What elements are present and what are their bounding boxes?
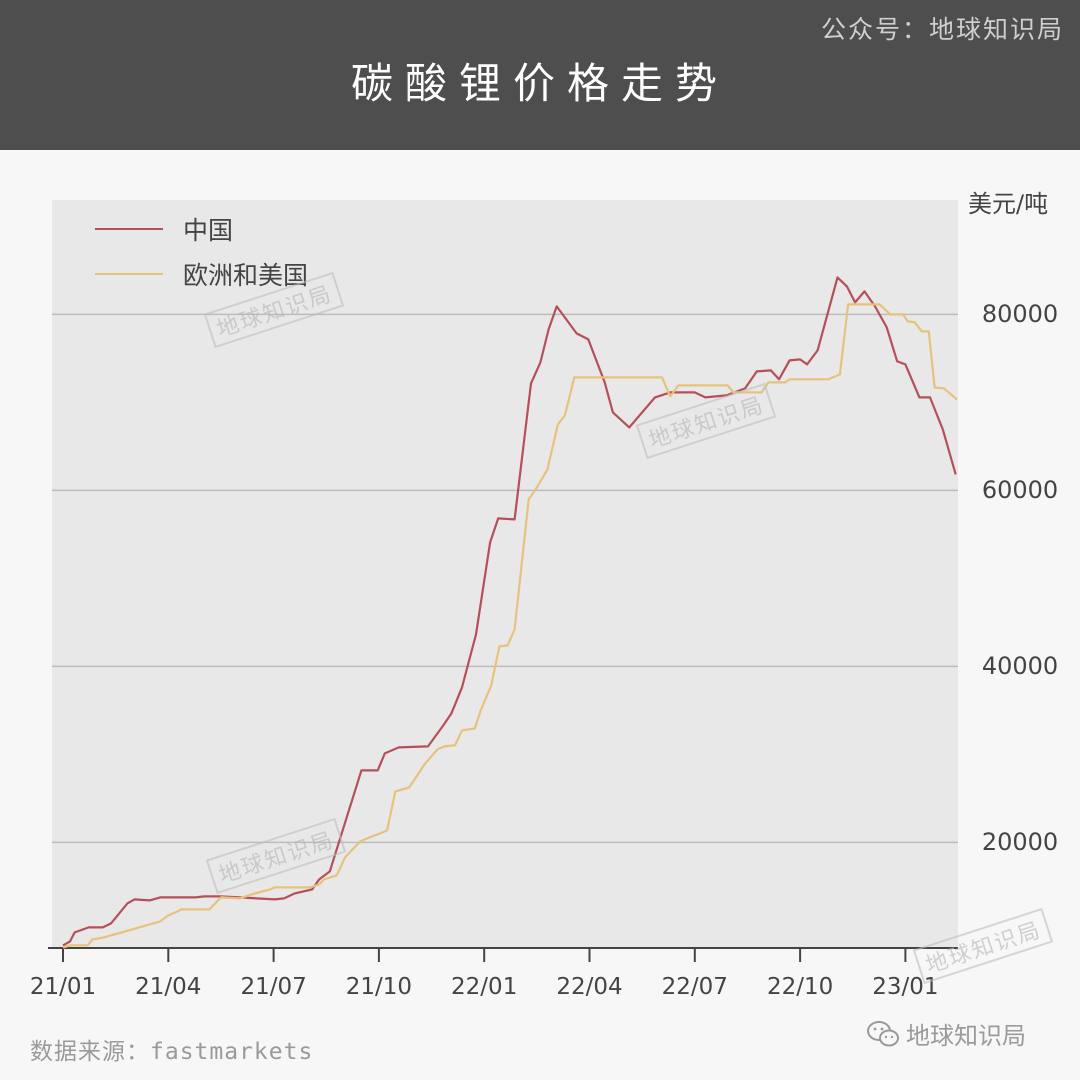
brand-name: 地球知识局 (906, 1022, 1026, 1050)
account-label: 公众号：地球知识局 (820, 15, 1064, 44)
y-tick-label: 20000 (981, 828, 1059, 857)
x-tick-label: 21/10 (345, 974, 413, 1000)
x-tick-label: 21/01 (29, 974, 97, 1000)
footer-brand: 地球知识局 (866, 1016, 1026, 1051)
legend-swatch (95, 228, 163, 230)
legend-label: 中国 (183, 216, 234, 245)
y-tick-label: 40000 (981, 652, 1059, 681)
y-axis-unit: 美元/吨 (968, 190, 1049, 218)
x-tick-label: 23/01 (872, 974, 939, 1000)
series-line-europe-us (62, 303, 958, 949)
header-banner: 公众号：地球知识局 碳酸锂价格走势 (0, 0, 1080, 150)
legend-item-europe-us: 欧洲和美国 (95, 259, 309, 290)
series-line-china (62, 276, 957, 947)
x-tick-label: 22/04 (556, 974, 623, 1000)
legend-label: 欧洲和美国 (183, 261, 309, 290)
legend-swatch (95, 273, 163, 275)
x-tick-label: 22/01 (451, 974, 518, 1000)
legend-item-china: 中国 (95, 214, 234, 245)
plot-area (52, 200, 958, 948)
data-source: 数据来源：fastmarkets (30, 1039, 314, 1065)
x-tick-label: 22/10 (766, 974, 834, 1000)
chart-title: 碳酸锂价格走势 (350, 59, 729, 108)
y-tick-label: 80000 (981, 300, 1059, 329)
wechat-icon (867, 1020, 899, 1046)
x-tick-label: 22/07 (661, 974, 728, 1000)
x-tick-label: 21/07 (240, 974, 307, 1000)
x-tick-label: 21/04 (135, 974, 202, 1000)
y-tick-label: 60000 (981, 476, 1059, 505)
